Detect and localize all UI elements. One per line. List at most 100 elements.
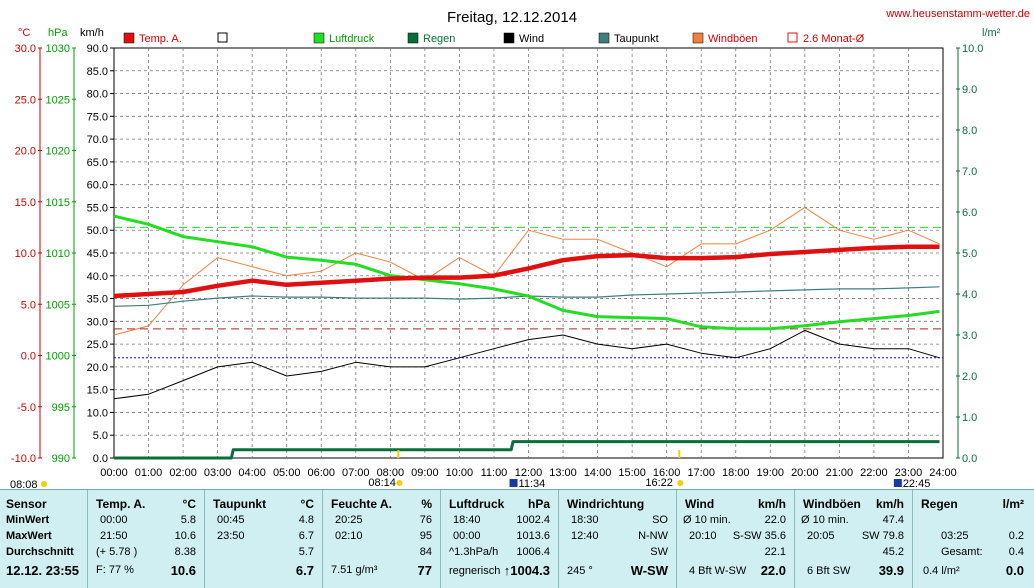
- temp-current: 10.6: [171, 563, 196, 578]
- legend-swatch: [218, 33, 227, 42]
- sun-icon: [396, 480, 402, 486]
- wind-tick: 30.0: [87, 316, 108, 328]
- temp-humidity: F: 77 %: [96, 564, 134, 576]
- event-label: 11:34: [519, 478, 546, 489]
- rain-tick: 5.0: [962, 248, 977, 260]
- legend-swatch: [693, 33, 703, 43]
- legend-swatch: [504, 33, 514, 43]
- pressure-tick: 990: [52, 453, 70, 465]
- gust-avg10: 47.4: [883, 514, 904, 526]
- site-url[interactable]: www.heusenstamm-wetter.de: [885, 8, 1030, 20]
- dew-min: 4.8: [299, 514, 314, 526]
- rain-tick: 8.0: [962, 125, 977, 137]
- unit-wind: km/h: [80, 27, 104, 39]
- hum-avg: 84: [420, 546, 432, 558]
- rain-tick: 1.0: [962, 412, 977, 424]
- x-tick: 03:00: [204, 467, 232, 479]
- dew-max-time: 23:50: [217, 530, 245, 542]
- x-tick: 01:00: [135, 467, 163, 479]
- dir-min: SO: [652, 514, 668, 526]
- gust-avg: 45.2: [883, 546, 904, 558]
- legend-label: Windböen: [708, 33, 758, 45]
- wind-tick: 25.0: [87, 339, 108, 351]
- table-timestamp: 12.12. 23:55: [6, 563, 79, 578]
- event-label: 08:08: [10, 479, 38, 489]
- dew-header: Taupunkt: [213, 497, 266, 511]
- chart-title: Freitag, 12.12.2014: [447, 9, 577, 26]
- wind-header: Wind: [685, 497, 714, 511]
- dew-avg: 5.7: [299, 546, 314, 558]
- wind-max: S-SW 35.6: [733, 530, 786, 542]
- wind-tick: 0.0: [93, 453, 108, 465]
- dew-unit: °C: [301, 497, 314, 511]
- hum-max-time: 02:10: [335, 530, 363, 542]
- x-tick: 05:00: [273, 467, 301, 479]
- wind-avg10-label: Ø 10 min.: [683, 514, 731, 526]
- legend-swatch: [124, 33, 134, 43]
- wind-tick: 85.0: [87, 66, 108, 78]
- press-current: ↑1004.3: [504, 563, 550, 578]
- wind-tick: 55.0: [87, 202, 108, 214]
- wind-tick: 35.0: [87, 294, 108, 306]
- rain-tick: 2.0: [962, 371, 977, 383]
- hum-header: Feuchte A.: [331, 497, 392, 511]
- x-tick: 21:00: [826, 467, 854, 479]
- legend-label: Taupunkt: [614, 33, 659, 45]
- event-label: 22:45: [903, 478, 931, 489]
- legend-swatch: [788, 33, 797, 42]
- wind-tick: 65.0: [87, 157, 108, 169]
- wind-unit: km/h: [758, 497, 786, 511]
- sun-icon: [677, 480, 683, 486]
- legend-label: Luftdruck: [329, 33, 375, 45]
- row-label-avg: Durchschnitt: [6, 546, 74, 558]
- x-tick: 13:00: [549, 467, 577, 479]
- wind-tick: 70.0: [87, 134, 108, 146]
- temp-tick: -10.0: [11, 453, 36, 465]
- rain-amount: 0.4 l/m²: [923, 565, 960, 577]
- wind-bft: 4 Bft W-SW: [689, 565, 746, 577]
- wind-tick: 75.0: [87, 111, 108, 123]
- hum-min-time: 20:25: [335, 514, 363, 526]
- rain-current: 0.0: [1006, 563, 1024, 578]
- x-tick: 06:00: [307, 467, 335, 479]
- rain-tick: 3.0: [962, 330, 977, 342]
- x-tick: 19:00: [757, 467, 785, 479]
- wind-tick: 5.0: [93, 430, 108, 442]
- rain-total: 0.4: [1009, 546, 1024, 558]
- dew-min-time: 00:45: [217, 514, 245, 526]
- col-humidity: Feuchte A. % 20:25 76 02:10 95 84 7.51 g…: [323, 490, 441, 588]
- col-gust: Windböen km/h Ø 10 min. 47.4 20:05 SW 79…: [795, 490, 913, 588]
- col-dewpoint: Taupunkt °C 00:45 4.8 23:50 6.7 5.7 6.7: [205, 490, 323, 588]
- x-tick: 22:00: [860, 467, 888, 479]
- rain-unit: l/m²: [1003, 497, 1024, 511]
- x-tick: 15:00: [618, 467, 646, 479]
- gust-avg10-label: Ø 10 min.: [801, 514, 849, 526]
- wind-max-time: 20:10: [689, 530, 717, 542]
- press-avg: 1006.4: [516, 546, 550, 558]
- wind-tick: 50.0: [87, 225, 108, 237]
- legend-swatch: [314, 33, 324, 43]
- legend-label: 2.6 Monat-Ø: [803, 33, 865, 45]
- temp-min-time: 00:00: [100, 514, 128, 526]
- gust-current: 39.9: [879, 563, 904, 578]
- wind-avg: 22.1: [765, 546, 786, 558]
- temp-tick: 5.0: [21, 299, 36, 311]
- gust-unit: km/h: [876, 497, 904, 511]
- rain-tick: 9.0: [962, 84, 977, 96]
- temp-tick: 30.0: [15, 43, 36, 55]
- dir-current: W-SW: [631, 563, 668, 578]
- sensor-header: Sensor: [6, 497, 47, 511]
- row-label-min: MinWert: [6, 514, 49, 526]
- wind-tick: 90.0: [87, 43, 108, 55]
- x-tick: 09:00: [411, 467, 439, 479]
- dir-deg: 245 °: [567, 565, 593, 577]
- dew-max: 6.7: [299, 530, 314, 542]
- moon-icon: [510, 479, 518, 487]
- x-tick: 14:00: [584, 467, 612, 479]
- wind-avg10: 22.0: [765, 514, 786, 526]
- x-tick: 00:00: [100, 467, 128, 479]
- pressure-tick: 1010: [46, 248, 70, 260]
- x-tick: 11:00: [481, 467, 508, 479]
- press-min-time: 18:40: [453, 514, 481, 526]
